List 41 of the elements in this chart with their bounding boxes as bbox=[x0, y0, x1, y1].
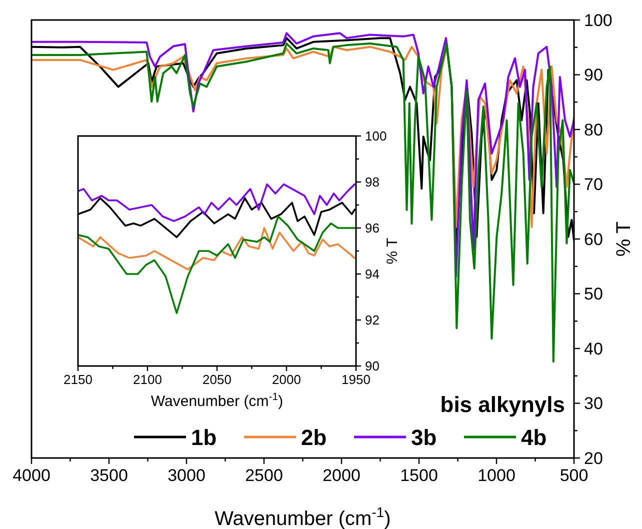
x-tick-label: 2500 bbox=[245, 466, 283, 485]
y-tick-label: 70 bbox=[584, 175, 603, 194]
x-tick-label: 4000 bbox=[12, 466, 50, 485]
x-tick-label: 1950 bbox=[342, 372, 370, 387]
y-axis-title: % T bbox=[384, 238, 401, 264]
line-series bbox=[78, 227, 356, 270]
y-tick-label: 40 bbox=[584, 339, 603, 358]
x-tick-label: 1000 bbox=[478, 466, 516, 485]
line-series bbox=[78, 183, 356, 222]
legend-label: 4b bbox=[521, 425, 547, 450]
x-tick-label: 3000 bbox=[168, 466, 206, 485]
line-series bbox=[78, 216, 356, 314]
y-tick-label: 30 bbox=[584, 394, 603, 414]
x-tick-label: 500 bbox=[560, 466, 588, 485]
y-tick-label: 90 bbox=[584, 66, 603, 85]
x-axis-title: Wavenumber (cm$^{-1}$) bbox=[150, 391, 284, 410]
x-tick-label: 2100 bbox=[133, 372, 162, 387]
x-tick-label: 2000 bbox=[322, 466, 360, 485]
legend-title: bis alkynyls bbox=[440, 392, 565, 417]
x-axis-title: Wavenumber (cm$^{-1}$) bbox=[214, 504, 391, 529]
y-tick-label: 90 bbox=[365, 358, 380, 374]
y-tick-label: 96 bbox=[365, 220, 380, 236]
x-tick-label: 1500 bbox=[400, 466, 438, 485]
y-tick-label: 60 bbox=[584, 230, 603, 249]
line-series bbox=[32, 42, 574, 363]
y-tick-label: 20 bbox=[584, 448, 603, 468]
y-tick-label: 80 bbox=[584, 120, 603, 140]
y-tick-label: 98 bbox=[365, 174, 380, 190]
y-tick-label: 50 bbox=[584, 284, 603, 304]
y-tick-label: 92 bbox=[365, 312, 380, 328]
legend-label: 1b bbox=[191, 425, 217, 450]
legend-label: 2b bbox=[301, 425, 327, 450]
y-tick-label: 100 bbox=[584, 10, 612, 30]
y-tick-label: 94 bbox=[365, 266, 380, 282]
y-tick-label: 100 bbox=[365, 128, 387, 144]
x-tick-label: 2000 bbox=[272, 372, 301, 387]
x-tick-label: 2050 bbox=[202, 372, 232, 387]
y-axis-title: % T bbox=[613, 221, 635, 257]
x-tick-label: 3500 bbox=[90, 466, 128, 485]
legend-label: 3b bbox=[411, 425, 437, 450]
x-tick-label: 2150 bbox=[64, 372, 92, 387]
